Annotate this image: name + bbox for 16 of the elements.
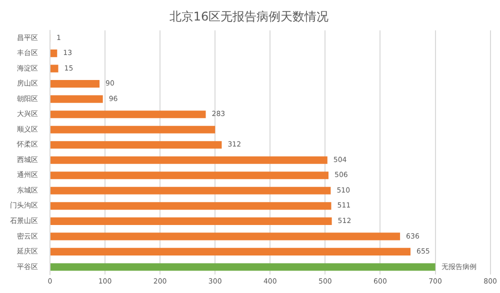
bar: [50, 110, 206, 118]
bar: [50, 80, 100, 88]
bar: [50, 50, 58, 58]
bar: [50, 186, 331, 194]
bar: [50, 126, 216, 134]
chart-title: 北京16区无报告病例天数情况: [169, 9, 329, 24]
bar: [50, 141, 222, 149]
bar: [50, 95, 103, 103]
bar: [50, 263, 436, 271]
bar: [50, 248, 411, 256]
bar: [50, 202, 332, 210]
bar: [50, 232, 400, 240]
bar: [50, 64, 58, 72]
bar: [50, 156, 328, 164]
bar: [50, 217, 332, 225]
bar: [50, 172, 328, 180]
